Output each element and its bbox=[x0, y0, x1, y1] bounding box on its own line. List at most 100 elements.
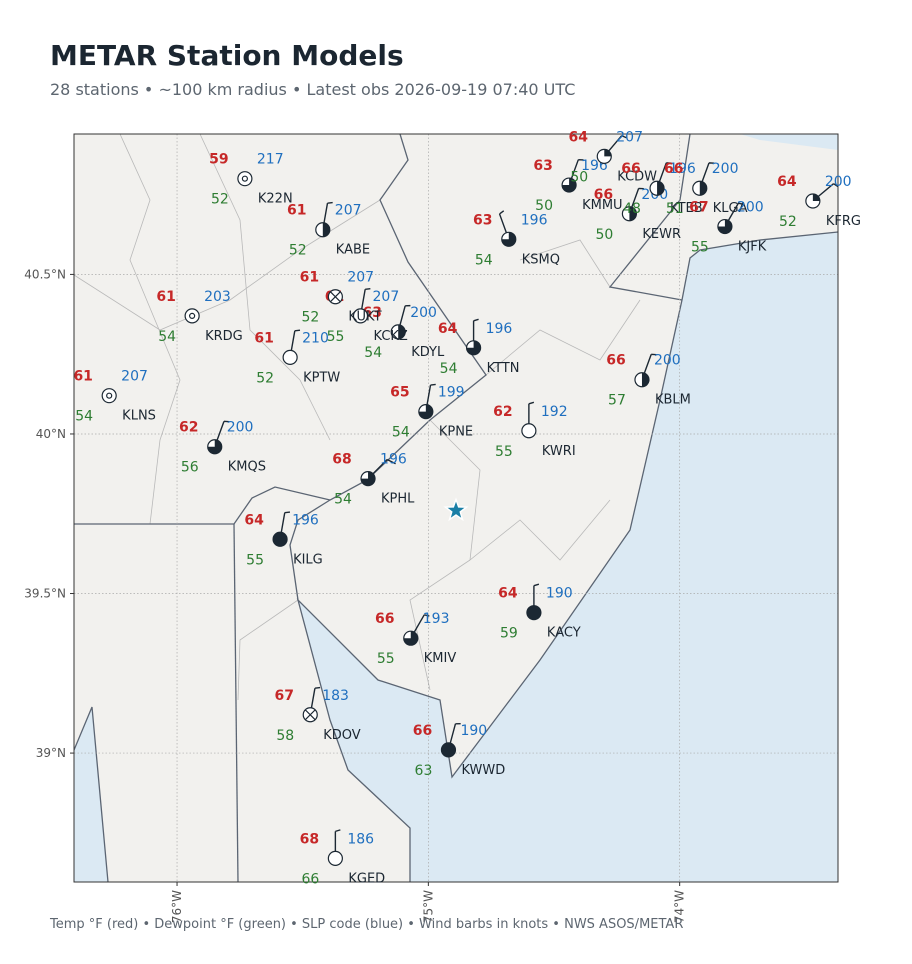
sea-level-pressure: 196 bbox=[486, 321, 513, 337]
sea-level-pressure: 207 bbox=[347, 270, 374, 286]
calm-ring bbox=[189, 312, 196, 319]
station-circle bbox=[352, 308, 369, 324]
temperature: 65 bbox=[390, 385, 409, 401]
dewpoint: 54 bbox=[440, 361, 458, 377]
temperature: 67 bbox=[689, 200, 708, 216]
sea-level-pressure: 200 bbox=[654, 353, 681, 369]
dewpoint: 50 bbox=[535, 198, 553, 214]
cover-fill bbox=[641, 372, 649, 387]
station-id: KRDG bbox=[205, 329, 243, 344]
dewpoint: 48 bbox=[623, 201, 641, 217]
station-id: KDOV bbox=[323, 728, 361, 743]
y-tick-label: 40°N bbox=[36, 427, 66, 441]
station-id: KEWR bbox=[642, 227, 681, 242]
temperature: 61 bbox=[254, 330, 273, 346]
dewpoint: 56 bbox=[181, 460, 199, 476]
station-id: KTTN bbox=[487, 361, 520, 376]
wind-barb bbox=[216, 420, 230, 441]
station-id: KCDW bbox=[617, 169, 657, 184]
wind-barb bbox=[658, 162, 672, 182]
wind-barb bbox=[280, 511, 291, 533]
station-id: KLNS bbox=[122, 409, 156, 424]
ocean bbox=[298, 232, 838, 882]
sea-level-pressure: 200 bbox=[227, 420, 254, 436]
sound bbox=[740, 134, 838, 150]
sea-level-pressure: 207 bbox=[335, 203, 362, 219]
wind-barb bbox=[413, 614, 430, 633]
temperature: 66 bbox=[606, 353, 625, 369]
dewpoint: 55 bbox=[495, 444, 513, 460]
station-circle bbox=[521, 423, 537, 439]
dewpoint: 52 bbox=[211, 192, 229, 208]
wind-barb bbox=[472, 318, 479, 341]
station-id: KABE bbox=[336, 243, 370, 258]
map-frame bbox=[73, 133, 839, 883]
x-tick-label: 75°W bbox=[421, 890, 435, 923]
station-id: KGED bbox=[348, 871, 385, 886]
x-tick-label: 74°W bbox=[673, 890, 687, 923]
wind-barb bbox=[817, 183, 839, 198]
temperature: 63 bbox=[473, 212, 492, 228]
sea-level-pressure: 186 bbox=[347, 831, 374, 847]
temperature: 64 bbox=[438, 321, 458, 337]
station-id: KMMU bbox=[582, 198, 622, 213]
station-id: KUKT bbox=[348, 310, 381, 325]
wind-barb bbox=[290, 329, 301, 351]
station-id: KLGA bbox=[713, 201, 748, 216]
dewpoint: 54 bbox=[158, 329, 176, 345]
station-id: KILG bbox=[293, 552, 323, 567]
station-id: KTEB bbox=[670, 201, 703, 216]
cover-fill bbox=[699, 181, 707, 196]
temperature: 61 bbox=[287, 203, 306, 219]
temperature: 64 bbox=[244, 512, 264, 528]
dewpoint: 54 bbox=[75, 409, 93, 425]
cover-fill bbox=[207, 439, 222, 454]
sea-level-pressure: 196 bbox=[380, 452, 407, 468]
station-id: K22N bbox=[258, 192, 293, 207]
station-id: KCKZ bbox=[374, 329, 408, 344]
calm-ring bbox=[106, 392, 113, 399]
temperature: 66 bbox=[664, 161, 683, 177]
cover-fill bbox=[657, 181, 665, 196]
wind-barb bbox=[449, 722, 461, 744]
station-circle bbox=[101, 388, 117, 404]
sea-level-pressure: 192 bbox=[541, 404, 568, 420]
cover-fill bbox=[403, 631, 418, 646]
wind-barb bbox=[533, 583, 540, 606]
station-id: KACY bbox=[547, 626, 581, 641]
temperature: 66 bbox=[621, 161, 640, 177]
sea-level-pressure: 200 bbox=[410, 305, 437, 321]
wind-barb bbox=[310, 686, 321, 709]
county-lines bbox=[74, 134, 641, 701]
dewpoint: 57 bbox=[608, 393, 626, 409]
wind-barb bbox=[528, 401, 535, 424]
cover-fill bbox=[273, 532, 288, 547]
temperature: 67 bbox=[274, 688, 293, 704]
sea-level-pressure: 183 bbox=[322, 688, 349, 704]
temperature: 68 bbox=[300, 831, 319, 847]
cover-fill bbox=[604, 149, 612, 157]
sea-level-pressure: 200 bbox=[737, 200, 764, 216]
dewpoint: 52 bbox=[779, 214, 797, 230]
center-star bbox=[443, 497, 469, 522]
temperature: 66 bbox=[594, 187, 613, 203]
wind-barb bbox=[334, 829, 341, 852]
cover-fill bbox=[812, 194, 820, 202]
cover-fill bbox=[398, 324, 406, 339]
dewpoint: 55 bbox=[246, 552, 264, 568]
temperature: 61 bbox=[156, 289, 175, 305]
dewpoint: 66 bbox=[301, 871, 319, 887]
basemap bbox=[74, 134, 838, 882]
sea-level-pressure: 193 bbox=[423, 611, 450, 627]
temperature: 66 bbox=[375, 611, 394, 627]
footer: Temp °F (red) • Dewpoint °F (green) • SL… bbox=[49, 917, 683, 932]
dewpoint: 52 bbox=[301, 310, 319, 326]
temperature: 66 bbox=[413, 723, 432, 739]
temperature: 59 bbox=[209, 152, 228, 168]
sea-level-pressure: 203 bbox=[204, 289, 231, 305]
sea-level-pressure: 199 bbox=[438, 385, 465, 401]
coastline bbox=[74, 231, 838, 882]
dewpoint: 50 bbox=[570, 169, 588, 185]
